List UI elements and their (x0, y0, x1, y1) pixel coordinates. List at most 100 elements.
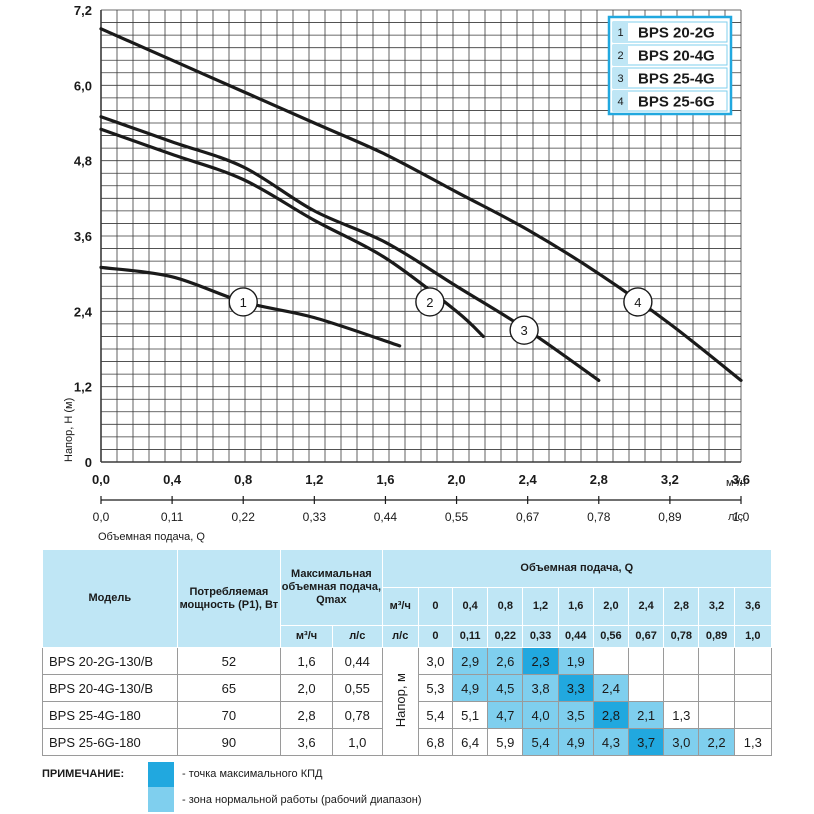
x2-tick-label: 0,22 (232, 510, 256, 524)
flow-m3h-0: 0 (417, 587, 454, 626)
y-tick-label: 2,4 (74, 304, 93, 319)
cell-head (628, 647, 665, 675)
cell-head: 5,1 (452, 701, 489, 729)
x2-tick-label: 0,89 (658, 510, 682, 524)
cell-head: 4,5 (487, 674, 524, 702)
x-tick-label: 2,4 (519, 472, 538, 487)
header-flow: Объемная подача, Q (381, 549, 773, 588)
x-tick-label: 0,4 (163, 472, 182, 487)
normal-zone-note: - зона нормальной работы (рабочий диапаз… (182, 794, 422, 806)
cell-power: 70 (176, 701, 282, 729)
legend-name-3: BPS 25-4G (638, 71, 715, 88)
header-flow-unit-ls: л/с (381, 625, 419, 648)
curve-label-4: 4 (634, 295, 641, 310)
cell-head: 3,3 (557, 674, 594, 702)
x2-tick-label: 0,11 (161, 510, 184, 524)
x2-axis-ticks: 0,0 0,11 0,22 0,33 0,44 0,55 0,67 0,78 0,89 1,0 (93, 496, 750, 524)
cell-head: 3,8 (522, 674, 559, 702)
flow-m3h-2: 0,8 (487, 587, 524, 626)
cell-qmax-ls: 1,0 (331, 728, 383, 756)
x-tick-label: 0,8 (234, 472, 252, 487)
pump-performance-chart: 0 1,2 2,4 3,6 4,8 6,0 7,2 0,0 0,4 0,8 1,2 1,6 2,0 2,… (63, 3, 750, 543)
cell-head: 4,7 (487, 701, 524, 729)
cell-head (592, 647, 630, 675)
cell-head (698, 674, 735, 702)
legend-notes: ПРИМЕЧАНИЕ: - точка максимального КПД - … (42, 762, 642, 812)
legend-number-1: 1 (617, 27, 623, 39)
table-row: BPS 20-2G-130/B 52 1,6 0,44 Напор, м 3,0 2,9 2,… (42, 647, 773, 756)
cell-model: BPS 20-4G-130/B (42, 674, 178, 702)
legend-name-4: BPS 25-6G (638, 94, 715, 111)
head-axis-label-text: Напор, м (392, 672, 408, 728)
curve-label-3: 3 (520, 323, 527, 338)
cell-qmax-m3h: 3,6 (280, 728, 333, 756)
x-tick-label: 2,8 (590, 472, 608, 487)
curve-label-circle-4 (623, 287, 653, 317)
cell-qmax-m3h: 1,6 (280, 647, 333, 675)
cell-head: 5,9 (487, 728, 524, 756)
cell-head: 3,0 (663, 728, 700, 756)
x-tick-label: 3,6 (732, 472, 750, 487)
cell-head: 2,6 (487, 647, 524, 675)
cell-model: BPS 20-2G-130/B (42, 647, 178, 675)
flow-ls-0: 0 (417, 625, 454, 648)
flow-ls-7: 0,78 (663, 625, 700, 648)
flow-ls-8: 0,89 (698, 625, 735, 648)
cell-head: 4,9 (557, 728, 594, 756)
table-row: BPS 20-4G-130/B 65 2,0 0,55 5,3 4,9 4,5 3,8 3,3 2… (42, 674, 773, 702)
x-tick-label: 1,6 (376, 472, 394, 487)
x2-tick-label: 1,0 (733, 510, 750, 524)
max-efficiency-swatch (148, 762, 174, 787)
cell-power: 52 (176, 647, 282, 675)
flow-m3h-7: 2,8 (663, 587, 700, 626)
cell-model: BPS 25-6G-180 (42, 728, 178, 756)
header-model: Модель (42, 549, 178, 648)
x-tick-label: 2,0 (448, 472, 466, 487)
cell-head: 2,2 (698, 728, 735, 756)
x-tick-label: 1,2 (305, 472, 323, 487)
y-axis-title: Напор, Н (м) (63, 398, 75, 462)
notes-title: ПРИМЕЧАНИЕ: (42, 768, 125, 780)
cell-head: 3,5 (557, 701, 594, 729)
curve-label-circle-1 (228, 287, 258, 317)
cell-head: 4,3 (592, 728, 630, 756)
flow-m3h-3: 1,2 (522, 587, 559, 626)
y-tick-label: 7,2 (74, 3, 92, 18)
cell-head: 2,9 (452, 647, 489, 675)
cell-qmax-ls: 0,44 (331, 647, 383, 675)
legend-number-4: 4 (617, 96, 623, 108)
cell-head (628, 674, 665, 702)
cell-head (733, 647, 773, 675)
flow-m3h-4: 1,6 (557, 587, 594, 626)
y-tick-label: 0 (85, 455, 92, 470)
cell-head: 1,3 (733, 728, 773, 756)
legend-number-3: 3 (617, 73, 623, 85)
legend-number-swatch (613, 91, 628, 111)
x2-tick-label: 0,33 (303, 510, 327, 524)
cell-qmax-m3h: 2,8 (280, 701, 333, 729)
cell-head: 2,1 (628, 701, 665, 729)
flow-m3h-1: 0,4 (452, 587, 489, 626)
cell-head: 4,0 (522, 701, 559, 729)
flow-ls-1: 0,11 (452, 625, 489, 648)
cell-power: 65 (176, 674, 282, 702)
cell-head: 2,4 (592, 674, 630, 702)
x2-tick-label: 0,55 (445, 510, 469, 524)
cell-head (733, 701, 773, 729)
cell-head: 2,3 (522, 647, 559, 675)
head-axis-label: Напор, м (381, 647, 419, 756)
cell-qmax-ls: 0,78 (331, 701, 383, 729)
cell-head: 6,4 (452, 728, 489, 756)
cell-head: 2,8 (592, 701, 630, 729)
curve-2 (99, 127, 485, 339)
cell-head: 3,7 (628, 728, 665, 756)
curve-label-circle-2 (415, 287, 445, 317)
header-flow-unit-m3h: м³/ч (381, 587, 419, 626)
y-axis-ticks: 0 1,2 2,4 3,6 4,8 6,0 7,2 (74, 3, 93, 470)
x-tick-label: 3,2 (661, 472, 679, 487)
flow-m3h-9: 3,6 (733, 587, 773, 626)
header-qmax-unit-m3h: м³/ч (280, 625, 333, 648)
table-row: BPS 25-4G-180 70 2,8 0,78 5,4 5,1 4,7 4,0 3,5 2,8… (42, 701, 773, 729)
flow-ls-2: 0,22 (487, 625, 524, 648)
legend-number-swatch (613, 22, 628, 42)
